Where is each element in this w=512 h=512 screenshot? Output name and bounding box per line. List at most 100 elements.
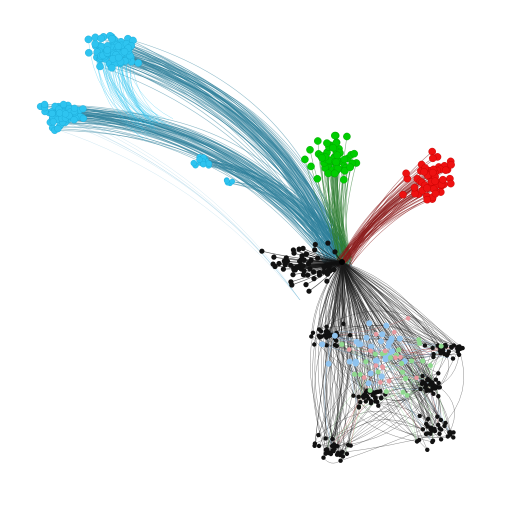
node-green (313, 174, 322, 183)
node-black-core (308, 257, 314, 263)
node-black-core (325, 240, 331, 246)
node-black-lower (436, 422, 441, 427)
node-black-lower (429, 388, 434, 393)
node-lightblue (353, 358, 359, 365)
node-green (332, 158, 340, 166)
edge-cyan-left (74, 110, 351, 257)
node-lightgreen (372, 351, 378, 357)
node-cyan-top (84, 35, 93, 44)
edge-cyan-internal (126, 59, 153, 121)
node-cyan-top (108, 64, 116, 72)
node-green (340, 155, 349, 164)
node-black-lower (437, 385, 442, 390)
edge-hub-lower (314, 261, 343, 439)
edge-hub-lower (341, 261, 455, 346)
node-black-core (305, 272, 311, 278)
edge-pink (337, 318, 409, 336)
node-black-lower (428, 431, 433, 436)
node-black-core (303, 251, 309, 257)
node-black-core (288, 262, 294, 268)
edge-lower-internal (318, 310, 458, 349)
node-lightgreen (400, 389, 406, 395)
node-pink (373, 331, 379, 337)
node-black-lower (364, 393, 370, 399)
node-black-lower (324, 324, 329, 329)
edge-lightblue (351, 344, 360, 407)
node-black-lower (456, 352, 462, 357)
node-red (428, 168, 437, 177)
edge-hub-lower (341, 261, 440, 388)
node-black-lower (325, 330, 331, 336)
node-black-lower (375, 399, 380, 404)
node-black-lower (324, 343, 329, 348)
node-lightblue (383, 322, 390, 329)
node-green (339, 175, 348, 184)
node-black-lower (326, 450, 332, 456)
node-lightblue (389, 348, 395, 355)
node-black-lower (451, 343, 457, 348)
edge-cyan-left (50, 121, 349, 262)
node-black-lower (330, 436, 335, 442)
node-black-lower (437, 431, 442, 436)
node-lightblue (331, 332, 338, 339)
edge-green (333, 173, 343, 262)
edge-lower-internal (375, 400, 451, 438)
node-black-lower (363, 399, 368, 404)
node-black-lower (451, 430, 456, 435)
node-lightblue (378, 338, 384, 345)
edge-cyan-internal (105, 58, 145, 141)
node-black-lower (370, 393, 375, 398)
node-black-lower (430, 439, 435, 445)
node-lightgreen (388, 355, 393, 361)
edge-cyan-left (65, 113, 334, 268)
node-lightgreen (409, 358, 415, 364)
node-pink (380, 364, 385, 369)
node-red (402, 169, 410, 178)
node-black-core (300, 272, 307, 278)
edge-pink (382, 367, 427, 435)
node-black-core (324, 278, 330, 284)
node-black-lower (438, 351, 443, 356)
node-black-lower (312, 342, 317, 347)
node-green (330, 131, 339, 140)
edge-cyan-small (202, 161, 328, 263)
node-black-lower (356, 394, 361, 399)
node-black-core (288, 279, 294, 285)
node-black-core (316, 272, 323, 278)
node-black-core (324, 271, 331, 277)
node-black-lower (316, 432, 321, 438)
node-black-lower (420, 373, 425, 379)
node-cyan-left (70, 104, 79, 112)
node-black-lower (438, 427, 444, 432)
node-cyan-tiny (229, 178, 235, 185)
node-green (346, 163, 355, 172)
node-cyan-top (91, 40, 99, 48)
node-black-lower (448, 432, 453, 437)
node-pink (382, 348, 388, 354)
node-black-core (311, 269, 317, 275)
node-lightgreen (352, 371, 357, 377)
node-black-core (299, 253, 305, 259)
node-black-lower (450, 356, 456, 361)
edge-cyan-top (132, 40, 347, 261)
hub-node (339, 259, 345, 265)
edge-cyan-left (58, 106, 351, 255)
node-lightgreen (375, 369, 381, 375)
node-black-lower (431, 351, 436, 357)
node-cyan-left (54, 125, 62, 133)
edge-cyan-small (201, 158, 344, 266)
node-black-lower (416, 437, 422, 443)
node-cyan-top (96, 62, 104, 71)
node-black-core (295, 264, 301, 270)
node-black-lower (423, 385, 428, 390)
edge-hub-lower (341, 261, 441, 388)
node-black-lower (428, 427, 433, 432)
node-pink (414, 375, 419, 381)
edge-hub-lower (341, 261, 428, 380)
node-lightblue (378, 373, 385, 380)
node-lightblue (368, 343, 375, 350)
node-black-lower (375, 389, 381, 394)
node-cyan-left (49, 118, 57, 126)
node-black-core (303, 282, 309, 288)
node-lightgreen (367, 388, 373, 393)
